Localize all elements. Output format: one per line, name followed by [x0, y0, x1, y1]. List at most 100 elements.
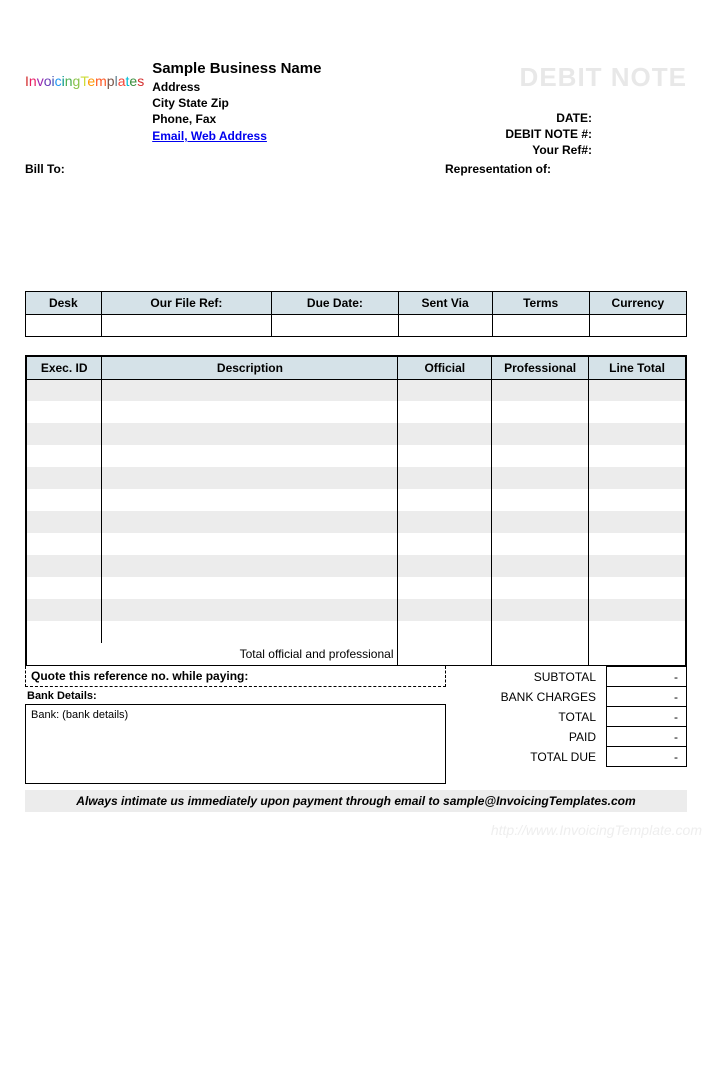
line-item-cell[interactable] [492, 423, 589, 445]
summary-col-header: Currency [589, 291, 686, 314]
totals-label: PAID [446, 727, 607, 747]
line-item-cell[interactable] [27, 401, 102, 423]
business-email-web-link[interactable]: Email, Web Address [152, 129, 267, 143]
summary-col-header: Desk [26, 291, 102, 314]
line-item-cell[interactable] [398, 533, 492, 555]
line-item-cell[interactable] [398, 423, 492, 445]
label-bill-to: Bill To: [25, 162, 325, 176]
totals-value: - [607, 687, 687, 707]
line-item-cell[interactable] [398, 555, 492, 577]
label-date: DATE: [505, 110, 592, 126]
totals-label: SUBTOTAL [446, 667, 607, 687]
line-item-cell[interactable] [492, 401, 589, 423]
summary-cell[interactable] [492, 314, 589, 336]
totals-value: - [607, 707, 687, 727]
line-item-cell[interactable] [492, 379, 589, 401]
line-item-cell[interactable] [398, 621, 492, 643]
totals-row: TOTAL DUE- [446, 747, 687, 767]
logo: InvoicingTemplates [25, 74, 144, 88]
line-item-cell[interactable] [589, 445, 686, 467]
line-item-cell[interactable] [589, 533, 686, 555]
line-item-cell[interactable] [398, 445, 492, 467]
line-item-cell[interactable] [102, 621, 398, 643]
total-official-professional-cell [398, 643, 492, 665]
summary-cell[interactable] [101, 314, 272, 336]
line-item-row [27, 533, 686, 555]
line-item-cell[interactable] [492, 489, 589, 511]
totals-label: BANK CHARGES [446, 687, 607, 707]
line-item-cell[interactable] [589, 599, 686, 621]
line-item-cell[interactable] [398, 511, 492, 533]
line-item-cell[interactable] [492, 445, 589, 467]
summary-cell[interactable] [398, 314, 492, 336]
line-item-cell[interactable] [102, 401, 398, 423]
line-item-row [27, 401, 686, 423]
line-item-cell[interactable] [27, 467, 102, 489]
line-item-cell[interactable] [589, 379, 686, 401]
summary-cell[interactable] [272, 314, 398, 336]
summary-cell[interactable] [589, 314, 686, 336]
line-item-cell[interactable] [27, 445, 102, 467]
line-item-cell[interactable] [589, 423, 686, 445]
line-item-row [27, 445, 686, 467]
line-item-cell[interactable] [27, 511, 102, 533]
line-item-row [27, 555, 686, 577]
line-item-cell[interactable] [492, 621, 589, 643]
line-item-cell[interactable] [398, 599, 492, 621]
line-item-cell[interactable] [398, 577, 492, 599]
line-item-cell[interactable] [492, 511, 589, 533]
line-item-cell[interactable] [589, 555, 686, 577]
line-item-cell[interactable] [27, 577, 102, 599]
line-item-cell[interactable] [27, 555, 102, 577]
line-item-cell[interactable] [589, 511, 686, 533]
line-item-row [27, 489, 686, 511]
line-item-cell[interactable] [27, 599, 102, 621]
summary-col-header: Sent Via [398, 291, 492, 314]
summary-col-header: Our File Ref: [101, 291, 272, 314]
line-item-cell[interactable] [102, 533, 398, 555]
line-item-cell[interactable] [492, 533, 589, 555]
line-item-cell[interactable] [589, 577, 686, 599]
line-item-cell[interactable] [492, 467, 589, 489]
debit-note-page: DEBIT NOTE DATE: DEBIT NOTE #: Your Ref#… [0, 0, 712, 842]
bank-details-box: Bank: (bank details) [25, 704, 446, 784]
line-item-cell[interactable] [102, 577, 398, 599]
line-item-cell[interactable] [398, 379, 492, 401]
line-item-cell[interactable] [102, 467, 398, 489]
totals-row: SUBTOTAL- [446, 667, 687, 687]
line-item-cell[interactable] [398, 467, 492, 489]
line-items-footer-row: Total official and professional [27, 643, 686, 665]
total-official-professional-cell [589, 643, 686, 665]
bank-details-title: Bank Details: [25, 687, 446, 704]
line-item-cell[interactable] [102, 599, 398, 621]
line-item-row [27, 379, 686, 401]
line-item-cell[interactable] [589, 401, 686, 423]
line-item-cell[interactable] [27, 489, 102, 511]
line-item-cell[interactable] [492, 555, 589, 577]
summary-cell[interactable] [26, 314, 102, 336]
line-item-cell[interactable] [102, 489, 398, 511]
line-item-cell[interactable] [398, 401, 492, 423]
line-col-header: Line Total [589, 356, 686, 379]
line-item-cell[interactable] [27, 379, 102, 401]
line-item-row [27, 511, 686, 533]
line-item-cell[interactable] [492, 599, 589, 621]
line-item-cell[interactable] [27, 423, 102, 445]
line-item-cell[interactable] [102, 379, 398, 401]
line-item-cell[interactable] [102, 555, 398, 577]
line-item-cell[interactable] [102, 423, 398, 445]
line-item-row [27, 467, 686, 489]
line-col-header: Description [102, 356, 398, 379]
line-item-cell[interactable] [589, 489, 686, 511]
line-item-cell[interactable] [27, 621, 102, 643]
line-item-cell[interactable] [102, 445, 398, 467]
line-item-cell[interactable] [492, 577, 589, 599]
line-item-row [27, 423, 686, 445]
totals-row: BANK CHARGES- [446, 687, 687, 707]
label-debit-note-no: DEBIT NOTE #: [505, 126, 592, 142]
line-item-cell[interactable] [398, 489, 492, 511]
line-item-cell[interactable] [589, 467, 686, 489]
line-item-cell[interactable] [589, 621, 686, 643]
line-item-cell[interactable] [102, 511, 398, 533]
line-item-cell[interactable] [27, 533, 102, 555]
